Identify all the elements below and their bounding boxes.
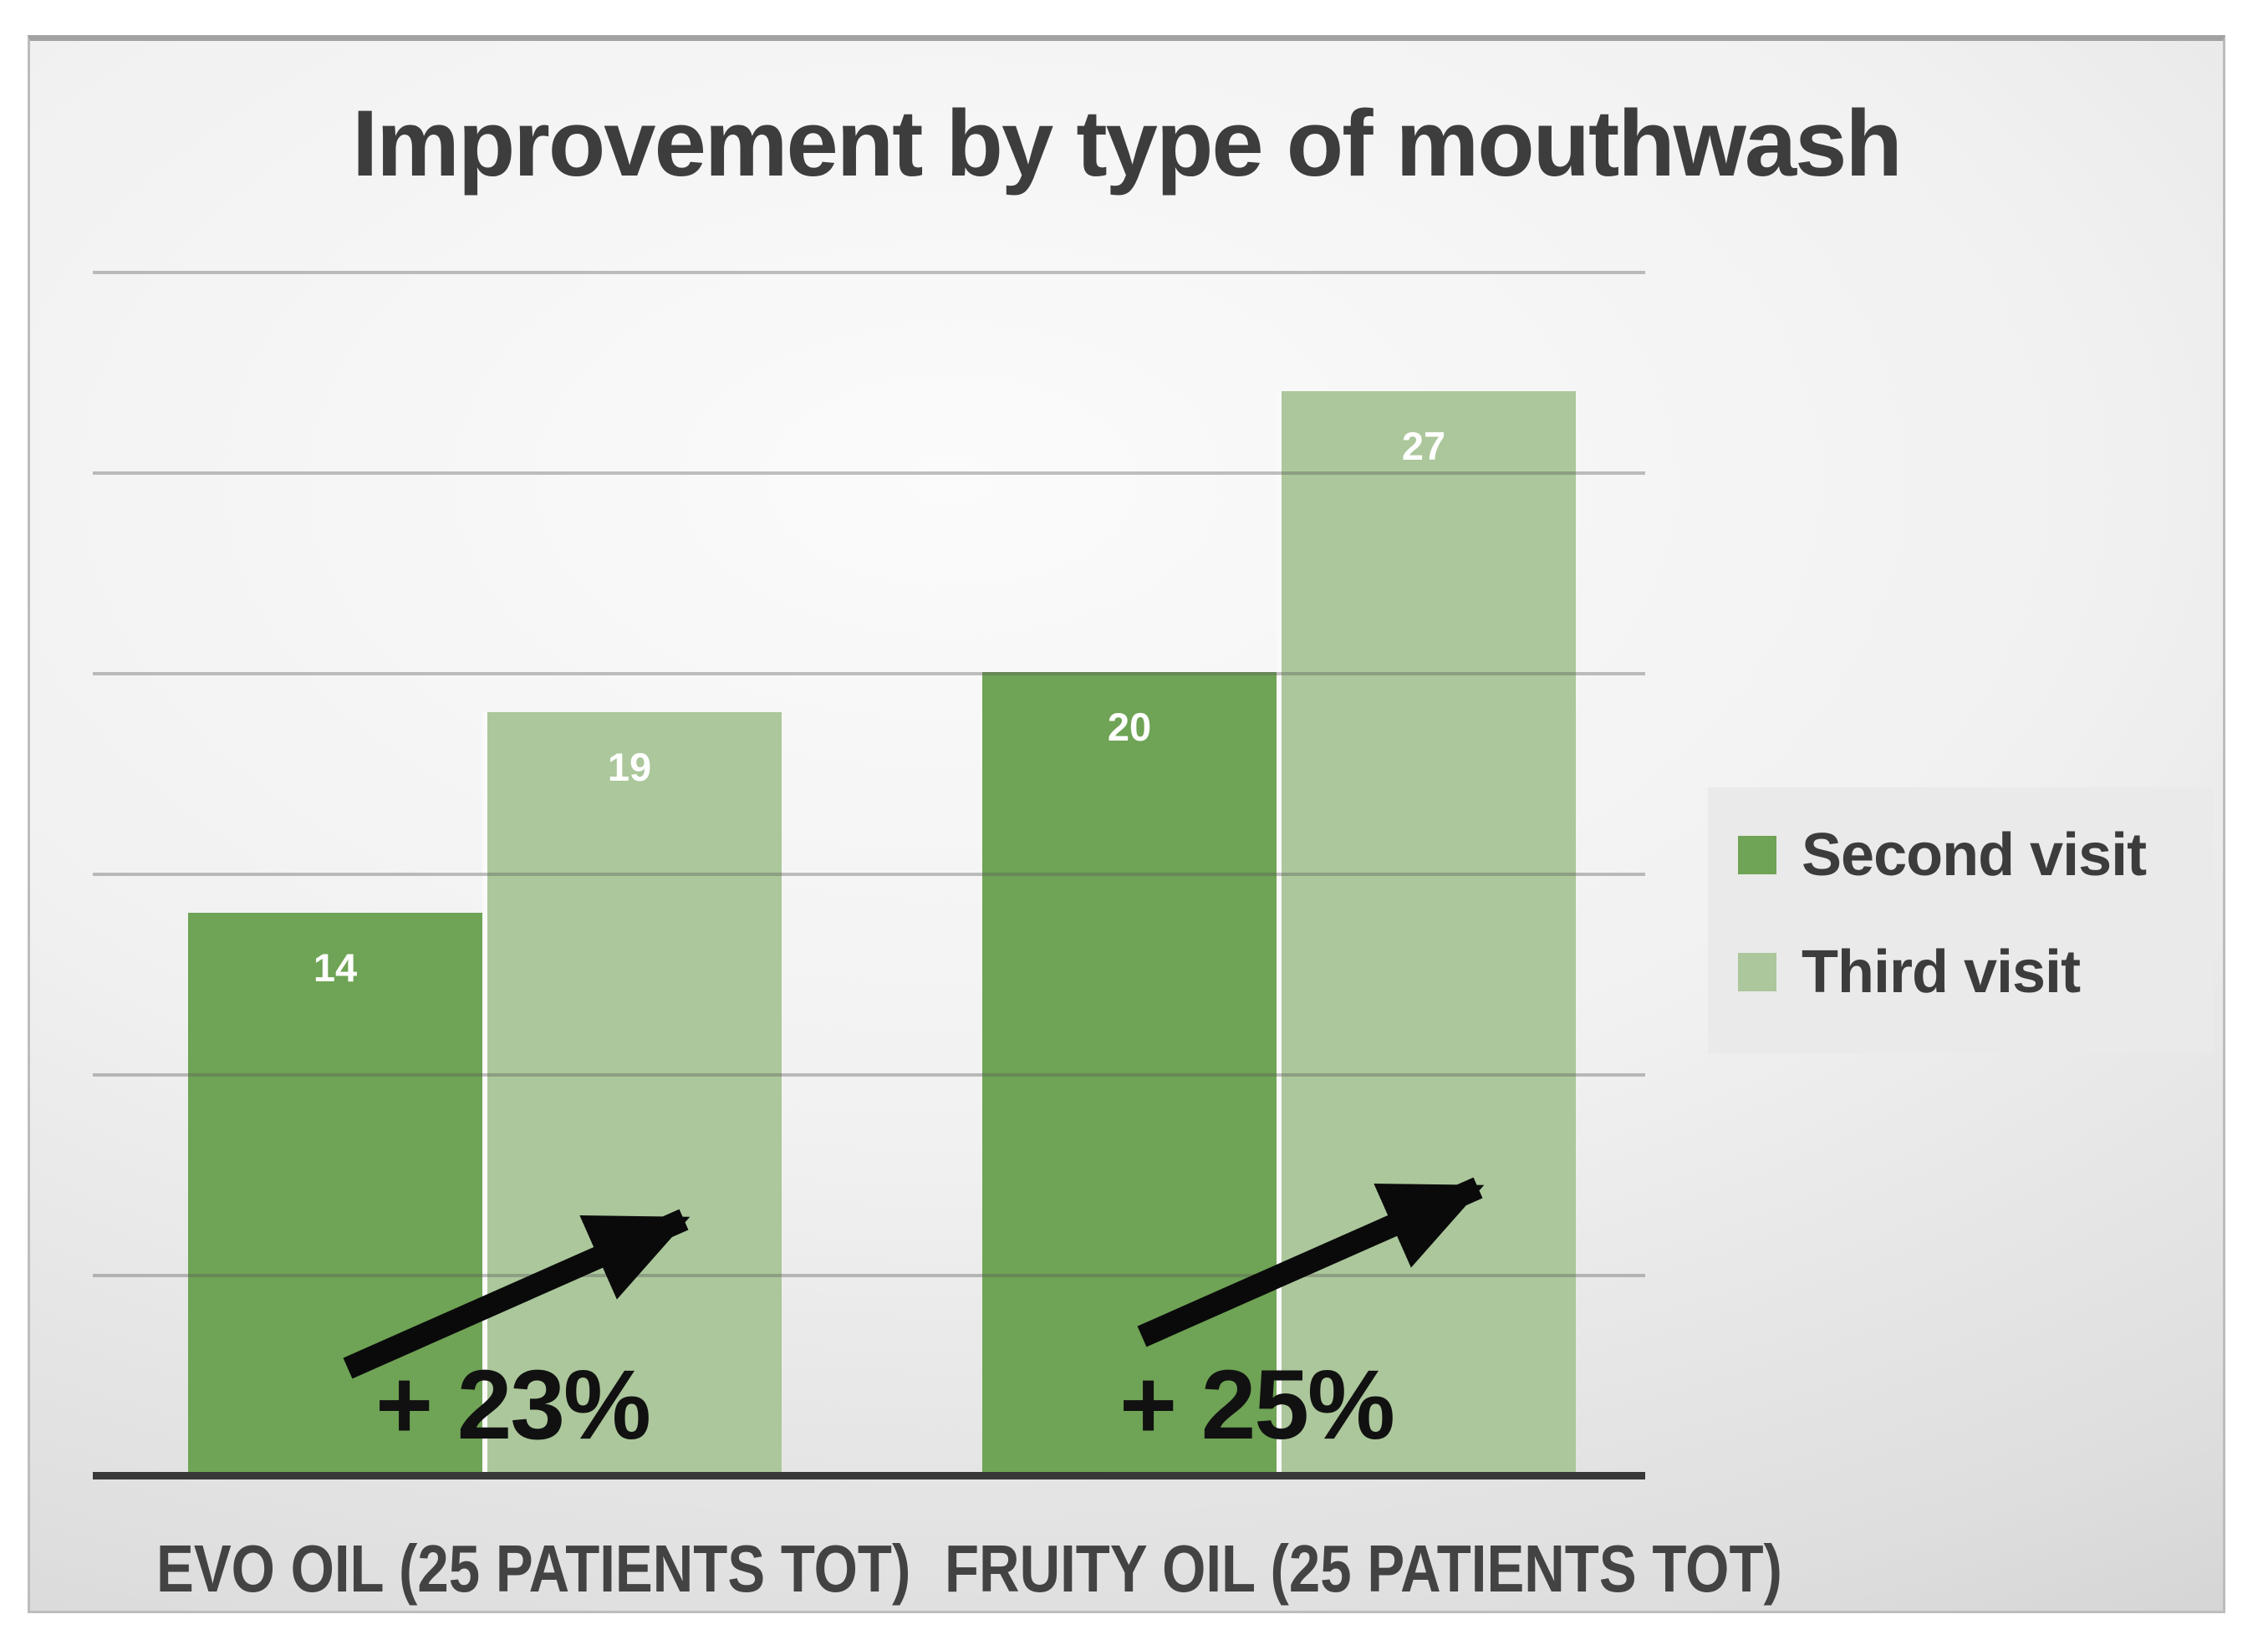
- legend: Second visit Third visit: [1708, 787, 2213, 1053]
- bar-second-visit-group-2: [982, 672, 1277, 1474]
- increase-arrow-fruity-oil: [1137, 1177, 1485, 1347]
- gridline-5: [93, 1274, 1645, 1277]
- legend-swatch-second-visit: [1738, 836, 1776, 874]
- bar-value-label: 20: [1107, 705, 1152, 749]
- legend-label-second-visit: Second visit: [1802, 822, 2147, 889]
- bar-second-visit-group-1: [188, 913, 482, 1474]
- percent-increase-label-evo-oil: + 23%: [375, 1350, 651, 1460]
- bar-third-visit-group-1: [482, 712, 782, 1474]
- bar-third-visit-group-2: [1277, 391, 1576, 1474]
- bar-value-label: 14: [313, 945, 358, 990]
- increase-arrow-evo-oil: [343, 1209, 691, 1379]
- percent-increase-label-fruity-oil: + 25%: [1119, 1350, 1395, 1460]
- gridline-15: [93, 873, 1645, 876]
- legend-item-second-visit: Second visit: [1738, 821, 2213, 889]
- legend-label-third-visit: Third visit: [1802, 939, 2081, 1006]
- bar-value-label: 27: [1401, 424, 1446, 468]
- gridline-20: [93, 672, 1645, 675]
- gridline-25: [93, 471, 1645, 475]
- gridline-30: [93, 271, 1645, 274]
- chart-panel: Improvement by type of mouthwash: [28, 35, 2225, 1613]
- chart-title: Improvement by type of mouthwash: [352, 91, 1903, 196]
- x-axis-line: [93, 1472, 1645, 1479]
- bar-value-label: 19: [607, 745, 652, 789]
- x-axis-label-fruity-oil: FRUITY OIL (25 PATIENTS TOT): [945, 1531, 1782, 1606]
- legend-swatch-third-visit: [1738, 953, 1776, 991]
- legend-item-third-visit: Third visit: [1738, 938, 2213, 1006]
- gridline-10: [93, 1073, 1645, 1077]
- x-axis-label-evo-oil: EVO OIL (25 PATIENTS TOT): [156, 1531, 911, 1606]
